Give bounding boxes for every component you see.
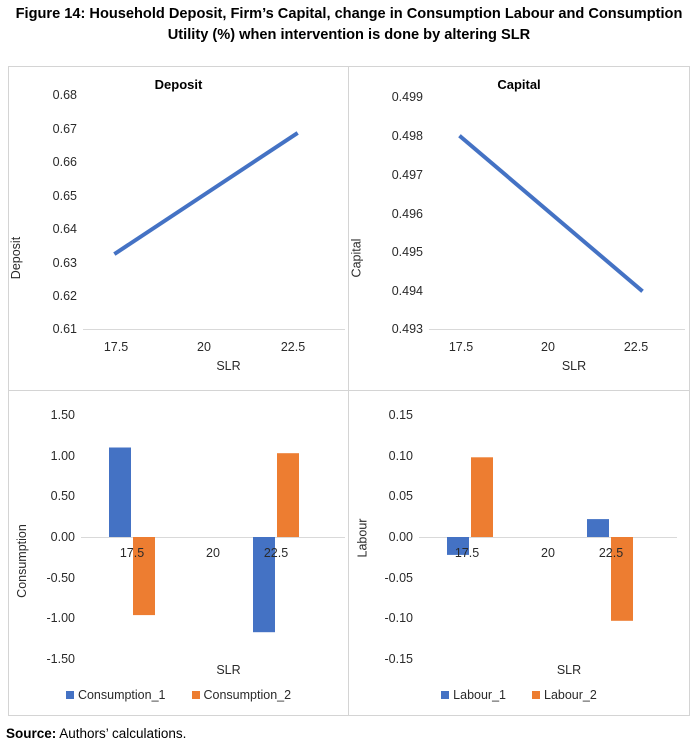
deposit-line-svg <box>113 131 299 256</box>
chart-panel-labour: Labour 0.15 0.10 0.05 0.00 -0.05 -0.10 -… <box>349 391 689 715</box>
y-tick: 0.05 <box>388 488 413 503</box>
x-tick: 20 <box>206 546 220 560</box>
y-tick: -1.00 <box>46 610 76 625</box>
y-tick: -0.05 <box>384 570 414 585</box>
y-tick: -0.10 <box>384 610 414 625</box>
y-tick: 0.00 <box>50 529 75 544</box>
x-tick: 17.5 <box>103 340 129 354</box>
y-tick: 0.493 <box>391 321 423 336</box>
y-tick: -1.50 <box>46 651 76 666</box>
legend-label: Labour_1 <box>453 688 506 702</box>
consumption-bars-svg <box>109 447 299 633</box>
bar-labour2-175 <box>471 457 493 537</box>
y-tick: 0.62 <box>52 288 77 303</box>
capital-line-svg <box>458 134 644 293</box>
y-tick: 0.61 <box>52 321 77 336</box>
x-tick: 22.5 <box>598 546 624 560</box>
x-tick: 20 <box>541 340 555 354</box>
legend-consumption: Consumption_1 Consumption_2 <box>9 688 348 702</box>
y-tick: 0.64 <box>52 221 77 236</box>
y-tick: 0.10 <box>388 448 413 463</box>
y-tick: 0.497 <box>391 167 423 182</box>
source-text: Authors’ calculations. <box>56 726 187 741</box>
y-tick: 0.494 <box>391 283 423 298</box>
x-axis-label-deposit: SLR <box>216 359 241 373</box>
x-axis-label-consumption: SLR <box>216 663 241 677</box>
bar-consumption2-225 <box>277 453 299 537</box>
legend-item[interactable]: Consumption_1 <box>65 688 166 702</box>
x-tick: 20 <box>197 340 211 354</box>
y-tick: 0.00 <box>388 529 413 544</box>
legend-swatch-icon <box>65 691 74 699</box>
x-tick: 22.5 <box>263 546 289 560</box>
plot-area-deposit <box>83 95 345 329</box>
legend-swatch-icon <box>191 691 200 699</box>
labour-bars-svg <box>447 457 633 621</box>
legend-swatch-icon <box>441 691 450 699</box>
y-tick: 1.50 <box>50 407 75 422</box>
plot-area-consumption <box>81 415 345 659</box>
zero-axis-line <box>419 537 677 538</box>
bar-labour1-225 <box>587 519 609 537</box>
series-line-deposit <box>113 131 299 256</box>
y-tick: -0.15 <box>384 651 414 666</box>
x-tick: 22.5 <box>280 340 306 354</box>
series-line-capital <box>458 134 644 293</box>
chart-title-deposit: Deposit <box>154 77 203 92</box>
x-tick: 22.5 <box>623 340 649 354</box>
source-label: Source: <box>6 726 57 741</box>
source-note: Source: Authors’ calculations. <box>6 726 186 741</box>
chart-panel-capital: Capital Capital 0.499 0.498 0.497 0.496 … <box>349 67 689 391</box>
y-tick: 0.50 <box>50 488 75 503</box>
chart-title-capital: Capital <box>497 77 541 92</box>
chart-panel-consumption: Consumption 1.50 1.00 0.50 0.00 -0.50 -1… <box>9 391 349 715</box>
y-tick: 0.496 <box>391 206 423 221</box>
y-tick: -0.50 <box>46 570 76 585</box>
legend-label: Labour_2 <box>544 688 597 702</box>
bar-consumption1-225 <box>253 537 275 633</box>
y-tick: 0.15 <box>388 407 413 422</box>
y-tick: 1.00 <box>50 448 75 463</box>
figure-title: Figure 14: Household Deposit, Firm’s Cap… <box>15 6 683 44</box>
legend-label: Consumption_1 <box>77 688 166 702</box>
x-tick: 17.5 <box>454 546 480 560</box>
x-axis-line <box>83 329 345 330</box>
y-tick: 0.495 <box>391 244 423 259</box>
x-tick: 20 <box>541 546 555 560</box>
legend-labour: Labour_1 Labour_2 <box>349 688 689 702</box>
bar-consumption2-175 <box>133 537 155 616</box>
plot-area-capital <box>429 97 685 329</box>
x-tick: 17.5 <box>448 340 474 354</box>
x-axis-label-capital: SLR <box>561 359 587 373</box>
bar-labour2-225 <box>611 537 633 621</box>
y-tick: 0.63 <box>52 255 77 270</box>
legend-label: Consumption_2 <box>203 688 292 702</box>
y-tick: 0.67 <box>52 121 77 136</box>
x-tick: 17.5 <box>119 546 145 560</box>
chart-panel-deposit: Deposit Deposit 0.68 0.67 0.66 0.65 0.64… <box>9 67 349 391</box>
y-tick: 0.68 <box>52 87 77 102</box>
zero-axis-line <box>81 537 345 538</box>
charts-grid: Deposit Deposit 0.68 0.67 0.66 0.65 0.64… <box>8 66 690 716</box>
x-axis-line <box>429 329 685 330</box>
x-axis-label-labour: SLR <box>556 663 582 677</box>
y-tick: 0.498 <box>391 128 423 143</box>
legend-item[interactable]: Labour_2 <box>532 688 597 702</box>
bar-labour1-175 <box>447 537 469 555</box>
legend-swatch-icon <box>532 691 540 699</box>
y-tick: 0.499 <box>391 89 423 104</box>
bar-consumption1-175 <box>109 447 131 537</box>
y-tick: 0.65 <box>52 188 77 203</box>
legend-item[interactable]: Labour_1 <box>441 688 506 702</box>
legend-item[interactable]: Consumption_2 <box>191 688 292 702</box>
y-tick: 0.66 <box>52 154 77 169</box>
plot-area-labour <box>419 415 677 659</box>
